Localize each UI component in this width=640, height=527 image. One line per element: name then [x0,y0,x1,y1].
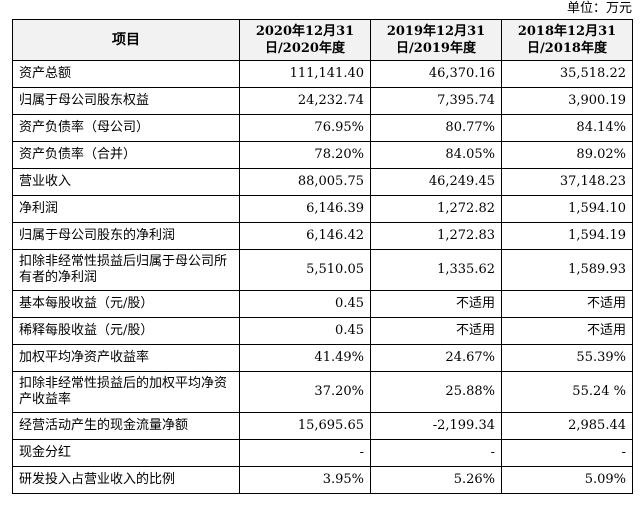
value-2020: 37.20% [239,371,371,413]
value-2018: 55.39% [501,344,633,372]
value-2018: 1,594.19 [501,222,633,250]
value-2018: 不适用 [501,290,633,318]
value-2018: 3,900.19 [501,87,633,115]
value-2020: 5,510.05 [239,249,371,291]
value-2018: 55.24 % [501,371,633,413]
value-2019: 25.88% [370,371,502,413]
table-row: 基本每股收益（元/股） 0.45 不适用 不适用 [12,290,633,318]
value-2019: 不适用 [370,317,502,345]
value-2020: 6,146.39 [239,195,371,223]
value-2020: 88,005.75 [239,168,371,196]
table-row: 扣除非经常性损益后的加权平均净资产收益率 37.20% 25.88% 55.24… [12,371,633,413]
row-label: 基本每股收益（元/股） [12,290,240,318]
value-2019: 46,249.45 [370,168,502,196]
table-row: 资产负债率（母公司） 76.95% 80.77% 84.14% [12,114,633,142]
table-row: 研发投入占营业收入的比例 3.95% 5.26% 5.09% [12,466,633,494]
value-2020: 0.45 [239,290,371,318]
value-2019: 1,272.82 [370,195,502,223]
table-row: 现金分红 - - - [12,439,633,467]
value-2020: 15,695.65 [239,412,371,440]
value-2019: 46,370.16 [370,60,502,88]
table-row: 净利润 6,146.39 1,272.82 1,594.10 [12,195,633,223]
value-2020: 41.49% [239,344,371,372]
row-label: 净利润 [12,195,240,223]
value-2019: - [370,439,502,467]
table-row: 稀释每股收益（元/股） 0.45 不适用 不适用 [12,317,633,345]
value-2019: 7,395.74 [370,87,502,115]
table-row: 扣除非经常性损益后归属于母公司所有者的净利润 5,510.05 1,335.62… [12,249,633,291]
value-2020: 3.95% [239,466,371,494]
value-2018: 1,589.93 [501,249,633,291]
header-2019: 2019年12月31日/2019年度 [370,19,502,61]
value-2019: 84.05% [370,141,502,169]
table-row: 归属于母公司股东的净利润 6,146.42 1,272.83 1,594.19 [12,222,633,250]
value-2020: 24,232.74 [239,87,371,115]
table-row: 加权平均净资产收益率 41.49% 24.67% 55.39% [12,344,633,372]
value-2019: -2,199.34 [370,412,502,440]
value-2018: 1,594.10 [501,195,633,223]
value-2018: 5.09% [501,466,633,494]
value-2020: 76.95% [239,114,371,142]
table-row: 资产负债率（合并） 78.20% 84.05% 89.02% [12,141,633,169]
value-2019: 1,272.83 [370,222,502,250]
value-2019: 24.67% [370,344,502,372]
value-2020: 111,141.40 [239,60,371,88]
table-row: 资产总额 111,141.40 46,370.16 35,518.22 [12,60,633,88]
row-label: 加权平均净资产收益率 [12,344,240,372]
row-label: 扣除非经常性损益后的加权平均净资产收益率 [12,371,240,413]
header-2020: 2020年12月31日/2020年度 [239,19,371,61]
value-2020: - [239,439,371,467]
value-2018: - [501,439,633,467]
row-label: 归属于母公司股东的净利润 [12,222,240,250]
value-2018: 2,985.44 [501,412,633,440]
value-2018: 89.02% [501,141,633,169]
row-label: 现金分红 [12,439,240,467]
row-label: 营业收入 [12,168,240,196]
value-2018: 84.14% [501,114,633,142]
value-2020: 6,146.42 [239,222,371,250]
row-label: 扣除非经常性损益后归属于母公司所有者的净利润 [12,249,240,291]
value-2018: 35,518.22 [501,60,633,88]
value-2018: 不适用 [501,317,633,345]
value-2019: 5.26% [370,466,502,494]
table-header-row: 项目 2020年12月31日/2020年度 2019年12月31日/2019年度… [12,19,633,61]
value-2019: 1,335.62 [370,249,502,291]
row-label: 资产负债率（母公司） [12,114,240,142]
value-2020: 78.20% [239,141,371,169]
row-label: 资产负债率（合并） [12,141,240,169]
row-label: 研发投入占营业收入的比例 [12,466,240,494]
row-label: 归属于母公司股东权益 [12,87,240,115]
header-item: 项目 [12,19,240,61]
table-row: 经营活动产生的现金流量净额 15,695.65 -2,199.34 2,985.… [12,412,633,440]
header-2018: 2018年12月31日/2018年度 [501,19,633,61]
row-label: 稀释每股收益（元/股） [12,317,240,345]
value-2019: 不适用 [370,290,502,318]
row-label: 经营活动产生的现金流量净额 [12,412,240,440]
unit-label: 单位：万元 [566,1,632,16]
value-2019: 80.77% [370,114,502,142]
value-2020: 0.45 [239,317,371,345]
table-row: 营业收入 88,005.75 46,249.45 37,148.23 [12,168,633,196]
value-2018: 37,148.23 [501,168,633,196]
row-label: 资产总额 [12,60,240,88]
financial-indicators-table: 项目 2020年12月31日/2020年度 2019年12月31日/2019年度… [12,19,633,494]
table-row: 归属于母公司股东权益 24,232.74 7,395.74 3,900.19 [12,87,633,115]
